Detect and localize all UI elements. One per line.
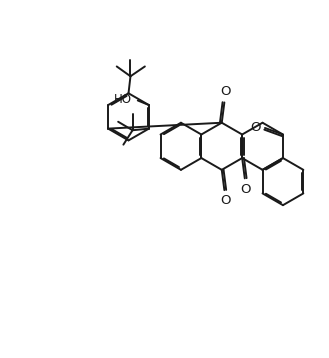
Text: O: O — [240, 183, 251, 195]
Text: O: O — [250, 121, 260, 135]
Text: O: O — [220, 85, 230, 98]
Text: HO: HO — [114, 93, 132, 106]
Text: O: O — [220, 194, 230, 207]
